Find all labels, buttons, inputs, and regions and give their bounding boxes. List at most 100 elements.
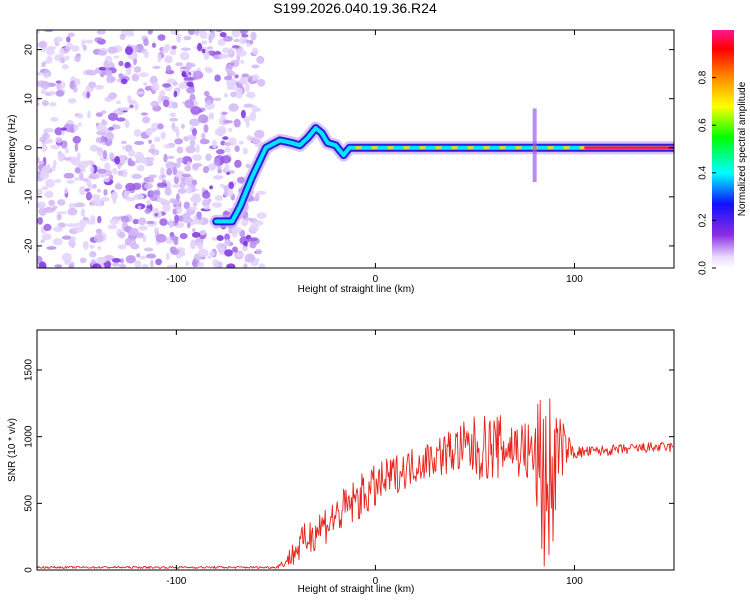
noise-blob bbox=[74, 202, 86, 208]
noise-blob bbox=[61, 252, 72, 262]
noise-blob bbox=[80, 208, 86, 217]
noise-blob bbox=[82, 44, 87, 51]
noise-blob bbox=[223, 93, 229, 98]
noise-blob bbox=[249, 223, 259, 233]
noise-blob bbox=[67, 207, 78, 216]
noise-blob bbox=[79, 219, 87, 228]
noise-blob bbox=[256, 55, 265, 64]
noise-blob bbox=[149, 75, 158, 85]
noise-blob bbox=[79, 186, 86, 196]
noise-blob bbox=[129, 104, 134, 109]
y-tick-label: 500 bbox=[24, 495, 35, 512]
noise-blob bbox=[236, 49, 247, 57]
noise-blob bbox=[112, 258, 121, 263]
noise-blob bbox=[136, 164, 145, 172]
noise-blob bbox=[46, 48, 55, 56]
noise-blob bbox=[82, 240, 89, 250]
noise-blob bbox=[133, 194, 145, 200]
noise-blob bbox=[38, 160, 45, 166]
noise-blob bbox=[242, 147, 248, 155]
noise-blob bbox=[110, 191, 118, 201]
noise-blob bbox=[174, 162, 181, 168]
noise-blob bbox=[94, 233, 104, 243]
noise-blob bbox=[119, 159, 126, 164]
noise-blob bbox=[136, 253, 141, 258]
noise-blob bbox=[251, 64, 260, 69]
noise-blob bbox=[84, 188, 90, 192]
noise-blob bbox=[125, 46, 133, 55]
noise-blob bbox=[77, 113, 84, 119]
noise-blob bbox=[170, 30, 180, 35]
noise-blob bbox=[125, 197, 136, 202]
noise-blob bbox=[117, 170, 124, 176]
noise-blob bbox=[204, 66, 213, 72]
noise-blob bbox=[240, 109, 246, 119]
noise-blob bbox=[86, 91, 90, 99]
noise-blob bbox=[88, 175, 96, 179]
noise-blob bbox=[206, 99, 212, 106]
colorbar-ticks: 0.0 0.2 0.4 0.6 0.8 bbox=[698, 70, 716, 275]
noise-blob bbox=[67, 32, 75, 38]
noise-blob bbox=[192, 228, 196, 233]
noise-blob bbox=[75, 167, 81, 174]
noise-blob bbox=[212, 259, 219, 268]
noise-blob bbox=[130, 32, 135, 37]
colorbar-label: Normalized spectral amplitude bbox=[737, 81, 748, 216]
x-tick-label: 100 bbox=[566, 274, 583, 285]
noise-blob bbox=[169, 112, 177, 118]
noise-blob bbox=[170, 236, 179, 241]
noise-blob bbox=[224, 249, 234, 257]
noise-blob bbox=[118, 73, 124, 79]
noise-blob bbox=[57, 199, 66, 206]
noise-blob bbox=[70, 156, 81, 166]
noise-blob bbox=[184, 165, 192, 172]
noise-blob bbox=[145, 127, 153, 136]
noise-blob bbox=[251, 105, 258, 113]
noise-blob bbox=[177, 188, 187, 194]
noise-blob bbox=[115, 100, 122, 105]
noise-blob bbox=[174, 214, 180, 224]
noise-blob bbox=[41, 233, 52, 241]
noise-blob bbox=[89, 244, 95, 249]
noise-blob bbox=[168, 221, 174, 229]
noise-blob bbox=[245, 83, 250, 93]
noise-blob bbox=[154, 212, 159, 217]
noise-blob bbox=[151, 122, 160, 131]
noise-blob bbox=[120, 140, 127, 145]
noise-blob bbox=[82, 216, 88, 221]
noise-blob bbox=[216, 149, 225, 155]
noise-blob bbox=[183, 201, 190, 210]
y-tick-label: 10 bbox=[24, 93, 35, 105]
noise-blob bbox=[165, 65, 172, 74]
noise-blob bbox=[73, 85, 78, 93]
noise-blob bbox=[117, 244, 127, 250]
noise-blob bbox=[167, 78, 176, 84]
noise-blob bbox=[66, 180, 75, 184]
noise-blob bbox=[219, 183, 225, 188]
noise-blob bbox=[46, 246, 57, 250]
noise-blob bbox=[109, 218, 120, 225]
noise-blob bbox=[211, 202, 223, 208]
noise-blob bbox=[145, 253, 157, 259]
noise-blob bbox=[169, 48, 177, 56]
noise-blob bbox=[79, 257, 87, 264]
snr-series-line bbox=[37, 398, 674, 569]
noise-blob bbox=[233, 118, 241, 128]
noise-blob bbox=[240, 76, 249, 83]
noise-blob bbox=[160, 131, 167, 140]
noise-blob bbox=[192, 258, 198, 268]
noise-blob bbox=[185, 61, 192, 71]
noise-blob bbox=[172, 126, 179, 133]
noise-blob bbox=[89, 144, 99, 152]
noise-blob bbox=[90, 199, 99, 206]
noise-blob bbox=[37, 156, 40, 164]
noise-blob bbox=[165, 161, 176, 170]
noise-blob bbox=[89, 251, 97, 258]
noise-blob bbox=[37, 201, 47, 209]
noise-blob bbox=[244, 253, 256, 263]
noise-blob bbox=[171, 45, 177, 50]
noise-blob bbox=[140, 112, 148, 116]
noise-blob bbox=[190, 195, 202, 204]
noise-blob bbox=[179, 51, 190, 61]
noise-blob bbox=[222, 136, 229, 140]
